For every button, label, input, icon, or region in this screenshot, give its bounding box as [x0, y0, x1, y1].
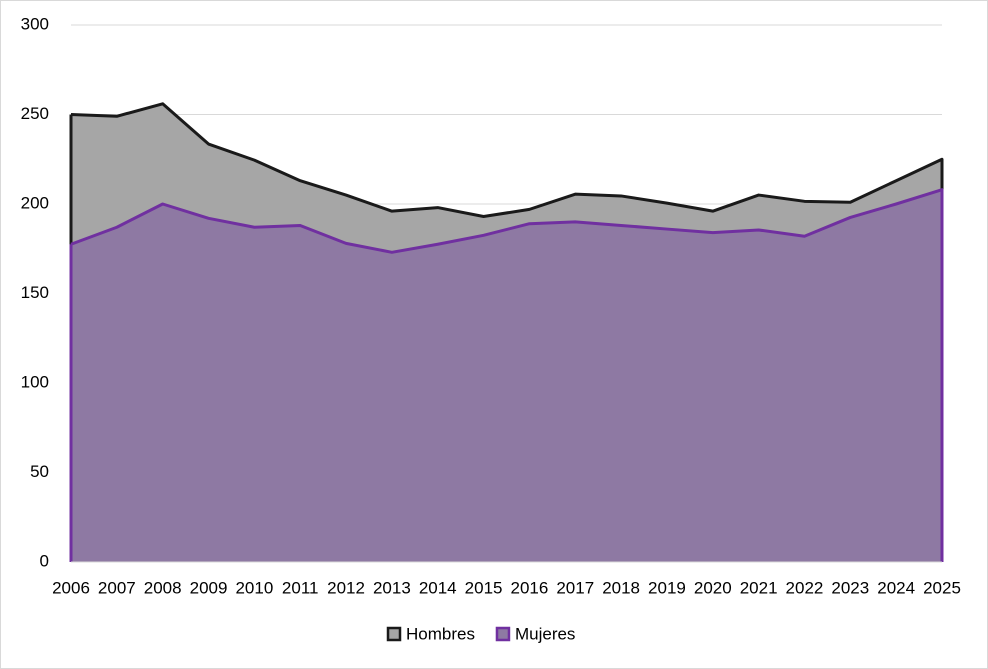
legend-label: Mujeres — [515, 624, 575, 643]
x-tick-label: 2017 — [556, 578, 594, 597]
y-tick-label: 100 — [21, 372, 49, 391]
x-tick-label: 2022 — [786, 578, 824, 597]
x-tick-label: 2009 — [190, 578, 228, 597]
x-tick-label: 2006 — [52, 578, 90, 597]
y-tick-label: 250 — [21, 104, 49, 123]
x-tick-label: 2007 — [98, 578, 136, 597]
x-tick-label: 2011 — [282, 578, 319, 597]
area-fill — [71, 189, 942, 562]
x-tick-label: 2016 — [511, 578, 549, 597]
y-tick-label: 50 — [30, 462, 49, 481]
x-tick-label: 2024 — [877, 578, 915, 597]
legend-swatch — [495, 626, 511, 642]
y-tick-label: 0 — [40, 551, 49, 570]
x-tick-label: 2020 — [694, 578, 732, 597]
x-tick-label: 2015 — [465, 578, 503, 597]
x-tick-label: 2012 — [327, 578, 365, 597]
y-tick-label: 150 — [21, 283, 49, 302]
x-tick-label: 2014 — [419, 578, 457, 597]
x-tick-label: 2025 — [923, 578, 961, 597]
x-tick-label: 2023 — [831, 578, 869, 597]
x-tick-label: 2019 — [648, 578, 686, 597]
x-tick-label: 2008 — [144, 578, 182, 597]
x-tick-label: 2021 — [740, 578, 778, 597]
area-line — [69, 188, 944, 562]
legend-label: Hombres — [406, 624, 475, 643]
x-tick-label: 2018 — [602, 578, 640, 597]
x-tick-label: 2013 — [373, 578, 411, 597]
y-tick-label: 200 — [21, 193, 49, 212]
x-tick-label: 2010 — [235, 578, 273, 597]
y-tick-label: 300 — [21, 14, 49, 33]
legend-swatch — [386, 626, 402, 642]
